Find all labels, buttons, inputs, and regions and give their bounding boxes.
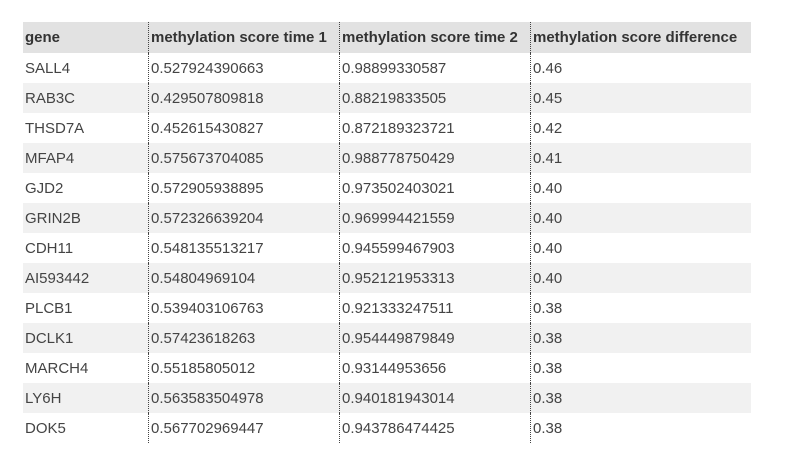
table-row: RAB3C 0.429507809818 0.88219833505 0.45: [23, 83, 751, 113]
table-row: MARCH4 0.55185805012 0.93144953656 0.38: [23, 353, 751, 383]
cell-score-time-1: 0.567702969447: [148, 413, 340, 443]
table-container: gene methylation score time 1 methylatio…: [23, 22, 751, 443]
header-score-time-2[interactable]: methylation score time 2: [339, 22, 531, 53]
cell-score-time-1: 0.539403106763: [148, 293, 340, 323]
table-row: SALL4 0.527924390663 0.98899330587 0.46: [23, 53, 751, 83]
cell-score-time-2: 0.943786474425: [339, 413, 531, 443]
cell-score-time-1: 0.563583504978: [148, 383, 340, 413]
cell-gene: RAB3C: [25, 89, 76, 107]
cell-gene: DCLK1: [25, 329, 74, 347]
header-score-difference[interactable]: methylation score difference: [530, 22, 751, 53]
cell-score-difference: 0.42: [530, 113, 751, 143]
table-row: PLCB1 0.539403106763 0.921333247511 0.38: [23, 293, 751, 323]
cell-score-time-2: 0.940181943014: [339, 383, 531, 413]
table-body: SALL4 0.527924390663 0.98899330587 0.46 RAB…: [23, 53, 751, 443]
cell-score-difference: 0.38: [530, 413, 751, 443]
cell-gene: GJD2: [25, 179, 64, 197]
cell-score-time-1: 0.575673704085: [148, 143, 340, 173]
header-score-time-1[interactable]: methylation score time 1: [148, 22, 340, 53]
cell-score-difference: 0.41: [530, 143, 751, 173]
methylation-table: gene methylation score time 1 methylatio…: [23, 22, 751, 443]
cell-score-time-2: 0.945599467903: [339, 233, 531, 263]
cell-gene: DOK5: [25, 419, 66, 437]
cell-score-time-1: 0.572905938895: [148, 173, 340, 203]
cell-score-time-1: 0.548135513217: [148, 233, 340, 263]
cell-score-difference: 0.40: [530, 173, 751, 203]
table-header-row: gene methylation score time 1 methylatio…: [23, 22, 751, 53]
cell-gene: LY6H: [25, 389, 62, 407]
table-row: MFAP4 0.575673704085 0.988778750429 0.41: [23, 143, 751, 173]
cell-score-time-2: 0.872189323721: [339, 113, 531, 143]
table-row: DOK5 0.567702969447 0.943786474425 0.38: [23, 413, 751, 443]
cell-gene: MARCH4: [25, 359, 89, 377]
cell-score-time-1: 0.54804969104: [148, 263, 340, 293]
cell-score-time-2: 0.93144953656: [339, 353, 531, 383]
table-row: AI593442 0.54804969104 0.952121953313 0.40: [23, 263, 751, 293]
table-row: THSD7A 0.452615430827 0.872189323721 0.42: [23, 113, 751, 143]
cell-score-difference: 0.38: [530, 353, 751, 383]
table-row: CDH11 0.548135513217 0.945599467903 0.40: [23, 233, 751, 263]
cell-score-difference: 0.38: [530, 323, 751, 353]
cell-gene: AI593442: [25, 269, 90, 287]
cell-gene: SALL4: [25, 59, 71, 77]
cell-score-difference: 0.46: [530, 53, 751, 83]
cell-score-time-1: 0.572326639204: [148, 203, 340, 233]
table-row: GJD2 0.572905938895 0.973502403021 0.40: [23, 173, 751, 203]
cell-score-time-2: 0.988778750429: [339, 143, 531, 173]
table-row: DCLK1 0.57423618263 0.954449879849 0.38: [23, 323, 751, 353]
cell-score-time-2: 0.969994421559: [339, 203, 531, 233]
cell-score-time-1: 0.452615430827: [148, 113, 340, 143]
cell-score-time-2: 0.952121953313: [339, 263, 531, 293]
cell-gene: GRIN2B: [25, 209, 81, 227]
cell-score-time-2: 0.973502403021: [339, 173, 531, 203]
cell-score-difference: 0.45: [530, 83, 751, 113]
cell-score-difference: 0.40: [530, 203, 751, 233]
cell-score-difference: 0.38: [530, 293, 751, 323]
cell-score-difference: 0.40: [530, 233, 751, 263]
cell-score-difference: 0.40: [530, 263, 751, 293]
cell-score-time-2: 0.921333247511: [339, 293, 531, 323]
cell-gene: PLCB1: [25, 299, 73, 317]
cell-score-time-2: 0.954449879849: [339, 323, 531, 353]
cell-gene: MFAP4: [25, 149, 75, 167]
cell-score-time-2: 0.98899330587: [339, 53, 531, 83]
cell-score-time-1: 0.57423618263: [148, 323, 340, 353]
header-gene[interactable]: gene: [23, 22, 149, 53]
cell-gene: THSD7A: [25, 119, 85, 137]
cell-score-time-1: 0.55185805012: [148, 353, 340, 383]
table-row: LY6H 0.563583504978 0.940181943014 0.38: [23, 383, 751, 413]
cell-score-time-2: 0.88219833505: [339, 83, 531, 113]
cell-score-time-1: 0.429507809818: [148, 83, 340, 113]
cell-score-time-1: 0.527924390663: [148, 53, 340, 83]
table-row: GRIN2B 0.572326639204 0.969994421559 0.40: [23, 203, 751, 233]
cell-gene: CDH11: [25, 239, 74, 257]
cell-score-difference: 0.38: [530, 383, 751, 413]
